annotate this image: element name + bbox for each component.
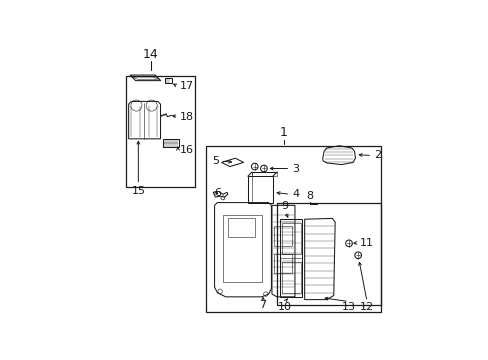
Bar xyxy=(274,254,292,273)
Text: 18: 18 xyxy=(180,112,194,122)
Text: 3: 3 xyxy=(292,164,299,174)
Text: 1: 1 xyxy=(279,126,287,139)
Bar xyxy=(164,78,171,84)
Bar xyxy=(228,218,254,237)
Text: 14: 14 xyxy=(142,48,159,61)
Bar xyxy=(206,146,380,312)
Text: 4: 4 xyxy=(292,189,299,199)
Bar xyxy=(276,203,380,305)
Text: 9: 9 xyxy=(281,201,288,211)
Text: 8: 8 xyxy=(306,191,313,201)
Text: 17: 17 xyxy=(180,81,194,91)
Text: 10: 10 xyxy=(278,302,292,312)
Text: 16: 16 xyxy=(180,145,194,155)
Bar xyxy=(281,223,300,254)
Text: 5: 5 xyxy=(211,156,218,166)
Text: 7: 7 xyxy=(259,300,266,310)
Text: 13: 13 xyxy=(341,302,355,312)
Bar xyxy=(274,226,292,246)
Text: 12: 12 xyxy=(359,302,373,312)
Bar xyxy=(125,76,195,187)
Bar xyxy=(251,172,276,176)
Bar xyxy=(281,262,300,293)
Text: 11: 11 xyxy=(359,238,373,248)
Text: 2: 2 xyxy=(373,150,380,161)
Text: 15: 15 xyxy=(131,186,145,196)
Text: 6: 6 xyxy=(214,188,221,198)
